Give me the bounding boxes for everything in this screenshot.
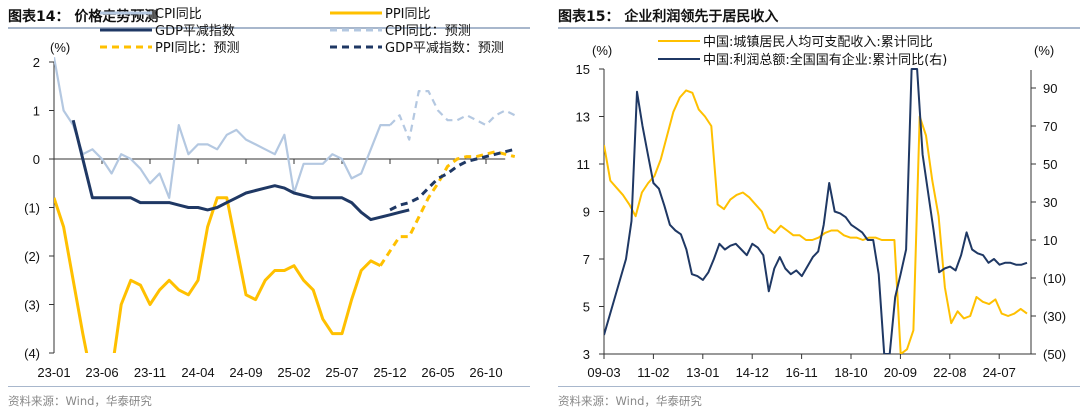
right-chart-title: 图表15： 企业利润领先于居民收入 [558,9,779,25]
y-tick-label-right: 90 [1043,81,1057,96]
legend-label: CPI同比 [155,7,202,22]
x-tick-label: 24-04 [181,365,214,380]
x-tick-label: 14-12 [736,365,769,380]
legend-label: 中国:城镇居民人均可支配收入:累计同比 [703,35,933,50]
y-tick-label: (1) [24,201,40,216]
y-tick-label: 1 [33,104,40,119]
x-tick-label: 13-01 [686,365,719,380]
series-line-GDP平减指数：预测 [389,147,516,212]
legend-label: GDP平减指数 [155,24,235,39]
y-tick-label-left: 3 [583,347,590,362]
left-chart-source: 资料来源：Wind，华泰研究 [8,394,152,408]
x-tick-label: 09-03 [587,365,620,380]
x-tick-label: 20-09 [884,365,917,380]
right-chart-svg: 15 13 11 9 7 5 3 (%) 90 70 50 30 10 (10) (30) (50) (%) 09… [576,35,1067,380]
y-tick-label-left: 13 [576,110,590,125]
y-unit-label-right: (%) [1034,43,1054,58]
series-line-PPI同比：预测 [379,150,516,267]
series-line-CPI同比：预测 [389,89,516,141]
left-title-divider [8,27,530,29]
y-tick-label-right: 10 [1043,233,1057,248]
x-tick-label: 25-12 [373,365,406,380]
x-tick-label: 25-07 [325,365,358,380]
y-tick-label: (3) [24,298,40,313]
y-tick-label-left: 7 [583,252,590,267]
y-tick-label-right: 70 [1043,119,1057,134]
y-unit-label-left: (%) [592,43,612,58]
x-tick-label: 24-07 [983,365,1016,380]
x-tick-label: 26-05 [421,365,454,380]
x-tick-label: 26-10 [469,365,502,380]
y-unit-label: (%) [50,40,70,55]
y-tick-label-left: 9 [583,205,590,220]
x-tick-label: 16-11 [785,365,817,380]
right-source-divider [558,386,1080,387]
x-tick-label: 22-08 [933,365,966,380]
x-tick-label: 18-10 [834,365,867,380]
y-tick-label-left: 5 [583,300,590,315]
left-source-divider [8,386,530,387]
left-chart-panel: 图表14： 价格走势预测 2 1 0 (1) (2) (3) (4) (%) 23-01 23-0… [8,7,530,408]
legend-label: PPI同比 [385,7,431,22]
y-tick-label: (4) [24,346,40,361]
left-chart-svg: 2 1 0 (1) (2) (3) (4) (%) 23-01 23-06 23-11 24-04 24… [24,7,516,380]
y-tick-label-right: (50) [1043,347,1066,362]
y-tick-label-right: (30) [1043,309,1066,324]
legend-label: 中国:利润总额:全国国有企业:累计同比(右) [703,52,947,68]
series-line-income [604,89,1028,354]
y-tick-label-left: 15 [576,62,590,77]
y-tick-label-right: (10) [1043,271,1066,286]
x-tick-label: 11-02 [637,365,669,380]
series-line-PPI同比 [54,196,382,353]
right-chart-source: 资料来源：Wind，华泰研究 [558,394,702,408]
series-line-profit [604,68,1028,354]
x-tick-label: 23-11 [134,365,166,380]
right-title-divider [558,27,1080,29]
x-tick-label: 23-01 [37,365,70,380]
right-chart-panel: 图表15： 企业利润领先于居民收入 15 13 11 9 7 5 3 (%) 90 70 50 30 1… [540,0,1080,413]
legend-label: PPI同比：预测 [155,41,240,56]
x-tick-label: 24-09 [229,365,262,380]
y-tick-label-right: 50 [1043,157,1057,172]
x-tick-label: 25-02 [277,365,310,380]
series-line-CPI同比 [54,57,390,199]
y-tick-label: 0 [33,152,40,167]
series-line-GDP平减指数 [71,119,410,222]
y-tick-label-left: 11 [577,157,591,172]
y-tick-label: 2 [33,55,40,70]
x-tick-label: 23-06 [85,365,118,380]
legend-label: GDP平减指数：预测 [385,41,504,56]
y-tick-label: (2) [24,249,40,264]
y-tick-label-right: 30 [1043,195,1057,210]
legend-label: CPI同比：预测 [385,24,471,39]
